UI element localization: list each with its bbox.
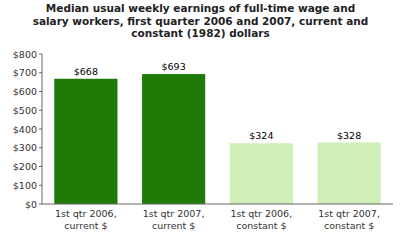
bar (230, 143, 293, 204)
category-label: 1st qtr 2007,constant $ (318, 208, 380, 231)
tick-label: $500 (13, 105, 37, 116)
tick-label: $0 (25, 199, 37, 210)
data-label: $324 (249, 130, 273, 141)
data-label: $693 (162, 61, 186, 72)
category-label: 1st qtr 2007,current $ (143, 208, 205, 231)
title: Median usual weekly earnings of full-tim… (33, 2, 369, 39)
data-label: $328 (337, 130, 361, 141)
tick-label: $200 (13, 161, 37, 172)
bar (318, 143, 381, 205)
tick-label: $300 (13, 142, 37, 153)
x-axis (42, 204, 393, 205)
bar (142, 74, 205, 204)
y-axis (42, 54, 43, 204)
tick-label: $600 (13, 86, 37, 97)
tick-label: $400 (13, 124, 37, 135)
category-label: 1st qtr 2006,current $ (55, 208, 117, 231)
data-label: $668 (74, 66, 98, 77)
chart: Median usual weekly earnings of full-tim… (0, 0, 401, 238)
tick-label: $100 (13, 180, 37, 191)
tick-label: $800 (13, 49, 37, 60)
tick-label: $700 (13, 67, 37, 78)
category-label: 1st qtr 2006,constant $ (231, 208, 293, 231)
bars (54, 74, 380, 204)
bar (54, 79, 117, 204)
